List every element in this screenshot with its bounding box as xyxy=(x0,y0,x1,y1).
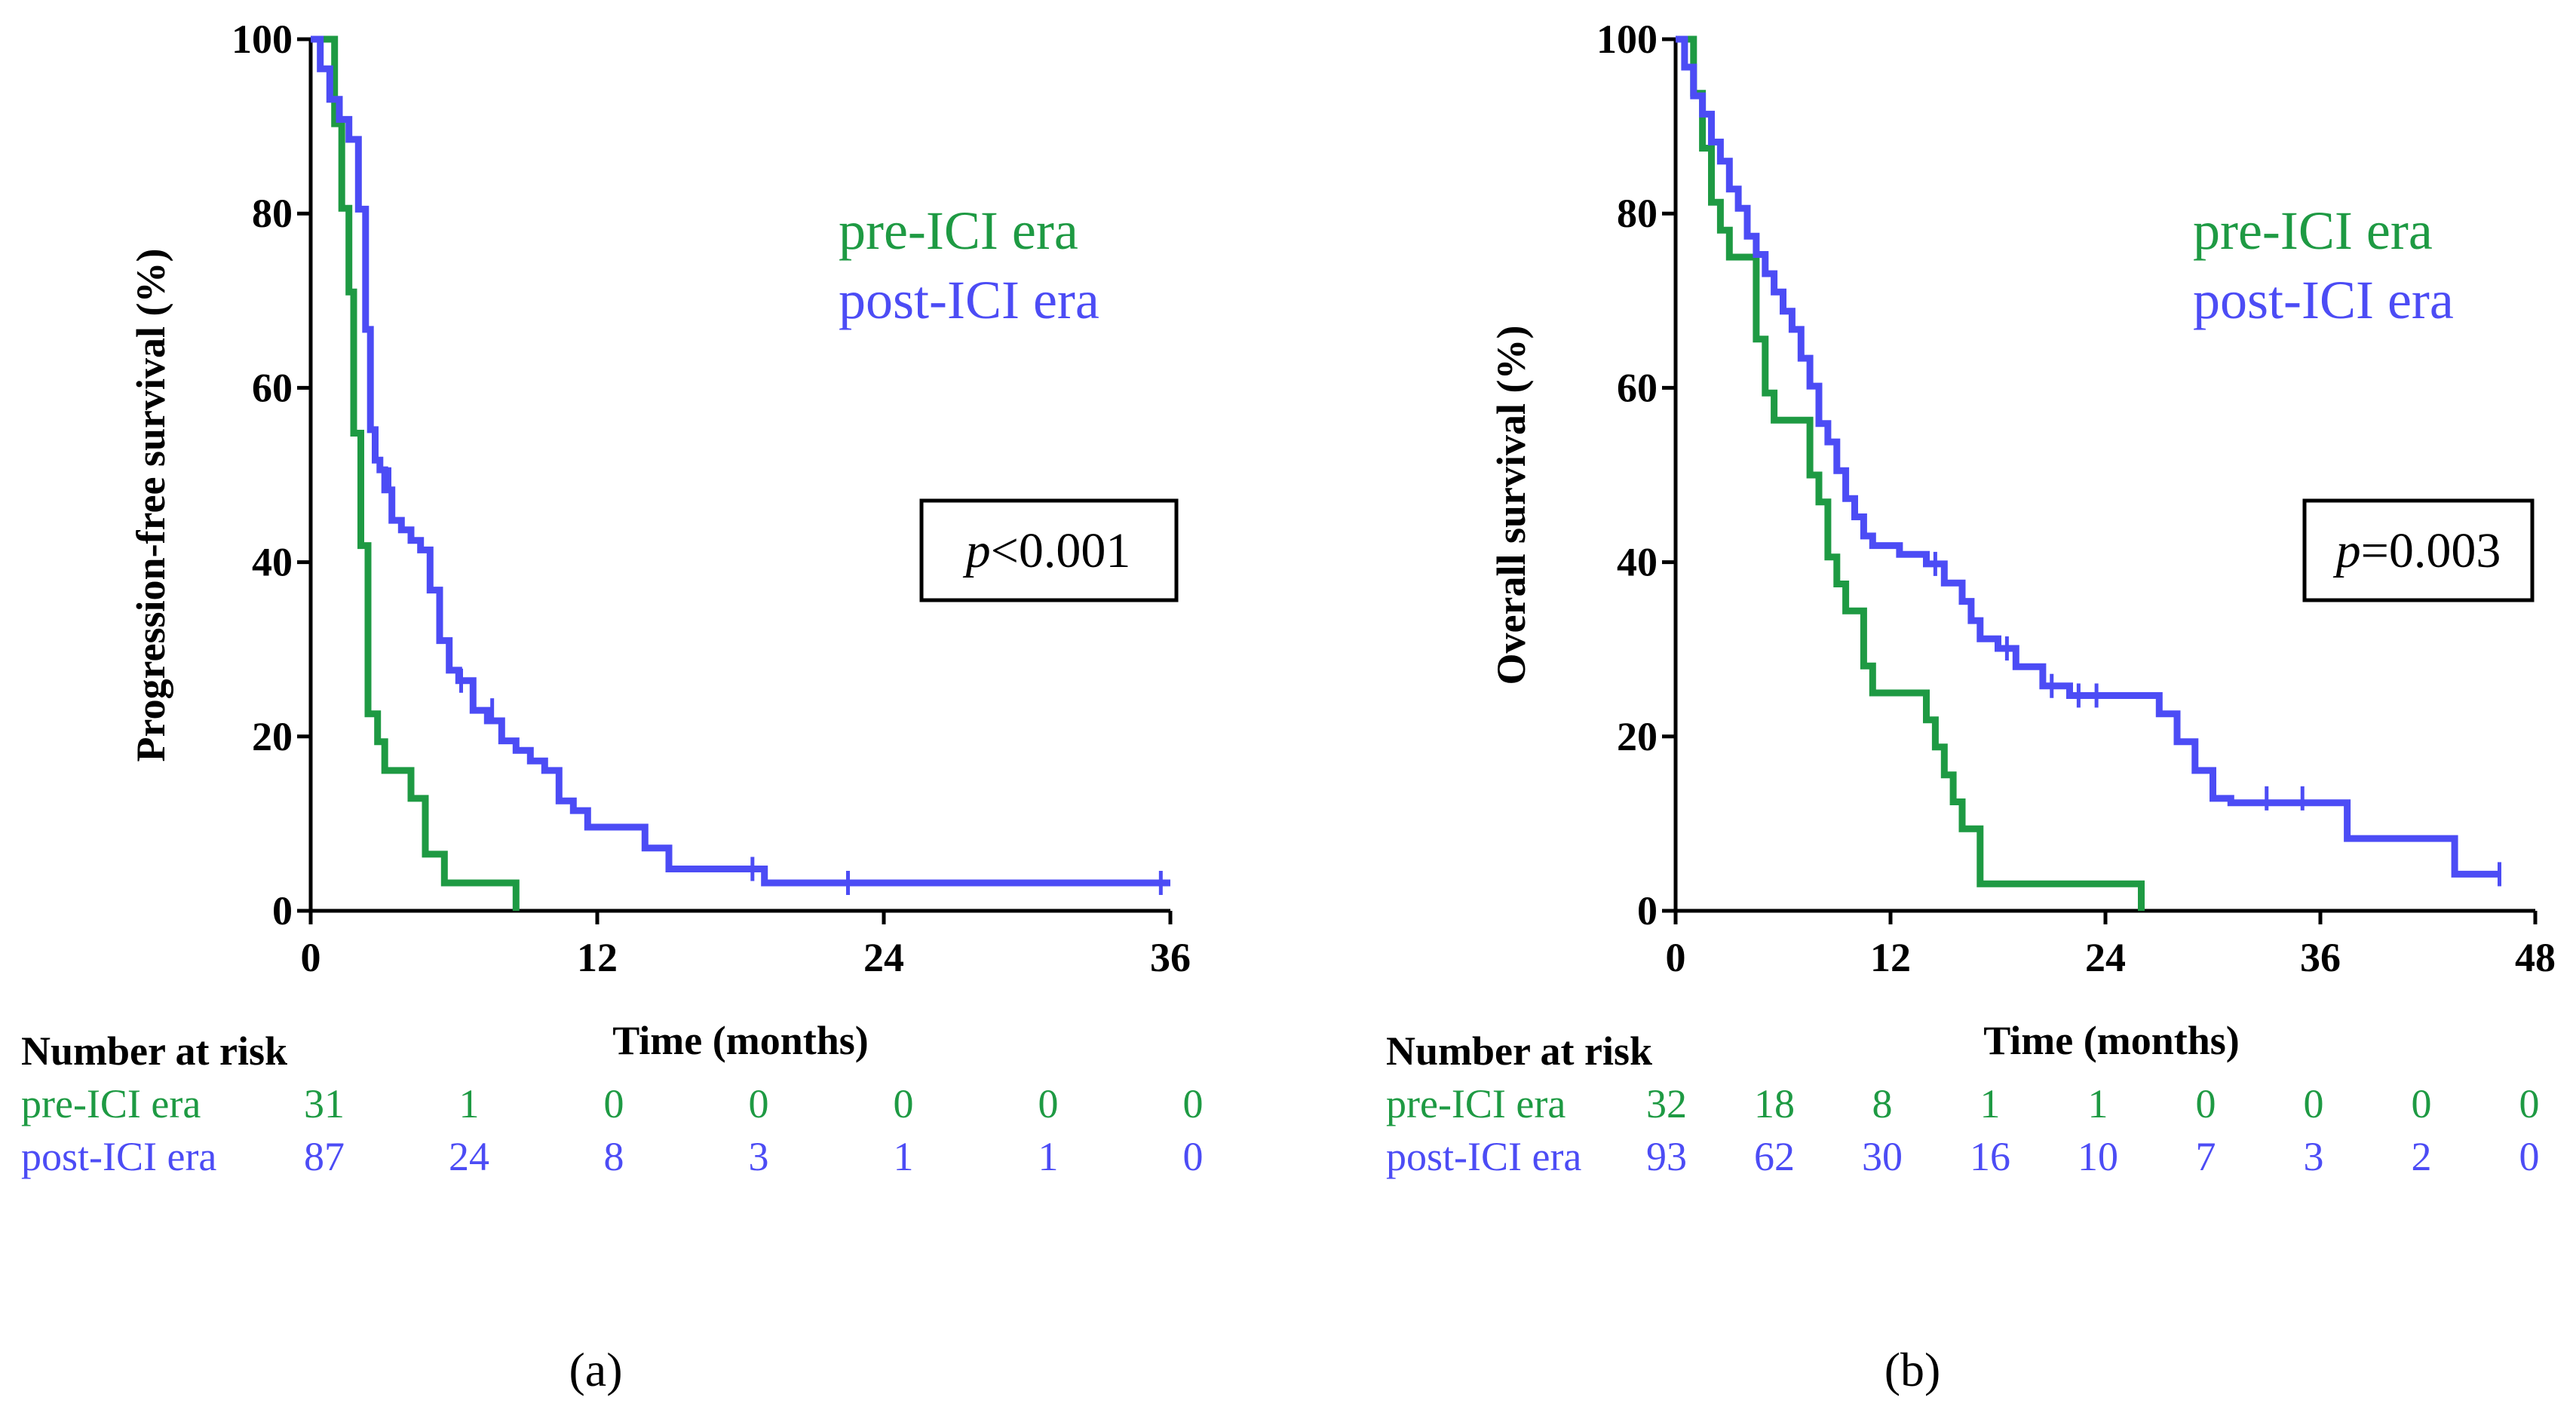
series-line-pre xyxy=(311,35,520,911)
x-axis-label: Time (months) xyxy=(1983,1018,2240,1063)
x-tick-label: 48 xyxy=(2515,935,2556,980)
pvalue-text: p=0.003 xyxy=(2333,523,2501,578)
y-tick-label: 80 xyxy=(252,191,293,236)
risk-value-pre: 18 xyxy=(1754,1081,1795,1126)
risk-value-pre: 31 xyxy=(304,1081,345,1126)
risk-row-label-pre: pre-ICI era xyxy=(1386,1081,1566,1126)
risk-value-post: 10 xyxy=(2078,1134,2118,1179)
y-axis-label: Overall survival (%) xyxy=(1489,326,1534,685)
risk-value-post: 7 xyxy=(2196,1134,2216,1179)
x-tick-label: 12 xyxy=(1870,935,1911,980)
legend-pre: pre-ICI era xyxy=(839,201,1078,261)
pvalue-value: =0.003 xyxy=(2361,523,2501,578)
risk-value-post: 0 xyxy=(1183,1134,1204,1179)
y-tick-label: 20 xyxy=(252,714,293,759)
series-line-post xyxy=(311,35,1170,887)
risk-value-post: 3 xyxy=(2304,1134,2324,1179)
risk-value-post: 1 xyxy=(1038,1134,1059,1179)
y-tick-label: 60 xyxy=(1617,365,1658,410)
risk-value-pre: 0 xyxy=(894,1081,914,1126)
risk-value-post: 24 xyxy=(449,1134,489,1179)
pvalue-symbol: p xyxy=(2333,523,2361,578)
risk-value-pre: 1 xyxy=(1980,1081,2001,1126)
y-tick-label: 100 xyxy=(232,17,293,62)
series-line-post xyxy=(1676,35,2500,878)
risk-value-post: 87 xyxy=(304,1134,345,1179)
y-tick-label: 0 xyxy=(272,888,293,933)
x-tick-label: 36 xyxy=(2300,935,2341,980)
legend-pre: pre-ICI era xyxy=(2193,201,2433,261)
risk-value-pre: 0 xyxy=(1183,1081,1204,1126)
pvalue-box xyxy=(919,498,1179,602)
risk-table-header: Number at risk xyxy=(1386,1028,1652,1074)
y-tick-label: 60 xyxy=(252,365,293,410)
risk-row-label-pre: pre-ICI era xyxy=(21,1081,201,1126)
risk-value-pre: 1 xyxy=(2088,1081,2108,1126)
pvalue-value: <0.001 xyxy=(991,523,1131,578)
series-line-pre xyxy=(1676,35,2145,911)
x-tick-label: 12 xyxy=(577,935,618,980)
x-tick-label: 36 xyxy=(1150,935,1191,980)
risk-value-pre: 0 xyxy=(604,1081,624,1126)
y-tick-label: 0 xyxy=(1637,888,1658,933)
risk-value-pre: 0 xyxy=(2412,1081,2432,1126)
y-tick-label: 80 xyxy=(1617,191,1658,236)
pvalue-box xyxy=(2302,498,2535,602)
risk-value-pre: 32 xyxy=(1646,1081,1687,1126)
risk-value-pre: 0 xyxy=(1038,1081,1059,1126)
risk-value-post: 0 xyxy=(2519,1134,2540,1179)
y-tick-label: 100 xyxy=(1596,17,1658,62)
x-tick-label: 24 xyxy=(2085,935,2126,980)
y-axis-label: Progression-free survival (%) xyxy=(128,249,173,762)
legend-post: post-ICI era xyxy=(839,270,1099,330)
risk-value-pre: 0 xyxy=(2304,1081,2324,1126)
x-tick-label: 0 xyxy=(301,935,321,980)
risk-value-pre: 0 xyxy=(749,1081,769,1126)
risk-value-post: 2 xyxy=(2412,1134,2432,1179)
pvalue-text: p<0.001 xyxy=(963,523,1131,578)
panel-label: (a) xyxy=(569,1343,622,1396)
pvalue-symbol: p xyxy=(963,523,991,578)
risk-value-post: 16 xyxy=(1970,1134,2010,1179)
y-tick-label: 40 xyxy=(252,540,293,585)
x-tick-label: 24 xyxy=(863,935,904,980)
risk-value-post: 1 xyxy=(894,1134,914,1179)
risk-row-label-post: post-ICI era xyxy=(21,1134,216,1179)
y-tick-label: 40 xyxy=(1617,540,1658,585)
x-tick-label: 0 xyxy=(1666,935,1686,980)
risk-row-label-post: post-ICI era xyxy=(1386,1134,1581,1179)
risk-value-post: 8 xyxy=(604,1134,624,1179)
legend-post: post-ICI era xyxy=(2193,270,2454,330)
risk-table-header: Number at risk xyxy=(21,1028,287,1074)
risk-value-pre: 8 xyxy=(1872,1081,1893,1126)
y-tick-label: 20 xyxy=(1617,714,1658,759)
risk-value-post: 3 xyxy=(749,1134,769,1179)
risk-value-post: 62 xyxy=(1754,1134,1795,1179)
risk-value-post: 93 xyxy=(1646,1134,1687,1179)
risk-value-post: 30 xyxy=(1862,1134,1903,1179)
risk-value-pre: 1 xyxy=(459,1081,480,1126)
risk-value-pre: 0 xyxy=(2196,1081,2216,1126)
x-axis-label: Time (months) xyxy=(612,1018,869,1063)
risk-value-pre: 0 xyxy=(2519,1081,2540,1126)
panel-label: (b) xyxy=(1884,1343,1941,1396)
